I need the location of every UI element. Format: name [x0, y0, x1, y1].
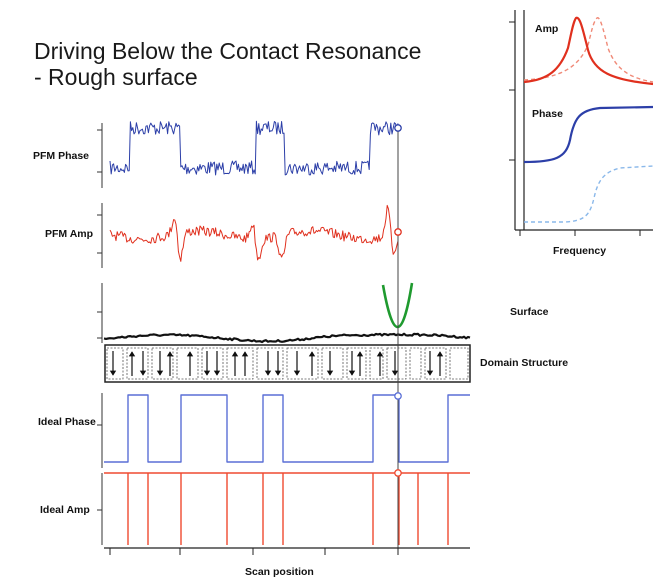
- title-line-1: Driving Below the Contact Resonance: [34, 38, 422, 64]
- inset-amp-contact-curve: [523, 16, 653, 86]
- inset-phase-contact-curve: [523, 105, 653, 164]
- domain-box-12: [409, 347, 422, 380]
- domain-box-11: [386, 347, 407, 380]
- domain-arrowhead-3: [156, 370, 164, 376]
- domain-arrowhead-4: [166, 351, 174, 357]
- domain-arrowhead-19: [426, 370, 434, 376]
- domain-box-2: [151, 347, 174, 380]
- domain-arrowhead-20: [436, 351, 444, 357]
- domain-arrowhead-15: [348, 370, 356, 376]
- domain-arrowhead-14: [326, 370, 334, 376]
- pfm-amp-label: PFM Amp: [45, 228, 94, 240]
- domain-arrowhead-5: [186, 351, 194, 357]
- domain-arrowhead-9: [241, 351, 249, 357]
- domain-box-8: [321, 347, 344, 380]
- domain-box-9: [346, 347, 367, 380]
- domain-arrowhead-13: [308, 351, 316, 357]
- ideal-phase-label: Ideal Phase: [38, 416, 96, 428]
- ideal-phase-trace: [104, 394, 470, 463]
- domain-arrowhead-11: [274, 370, 282, 376]
- domain-box-10: [369, 347, 384, 380]
- ideal-amp-label: Ideal Amp: [40, 504, 90, 516]
- domain-box-13: [424, 347, 447, 380]
- domain-box-5: [226, 347, 254, 380]
- pfm-phase-label: PFM Phase: [33, 150, 90, 162]
- surface-label: Surface: [510, 306, 549, 318]
- domain-arrowhead-6: [203, 370, 211, 376]
- scan-position-label: Scan position: [245, 566, 314, 578]
- domain-arrowhead-8: [231, 351, 239, 357]
- cursor-marker-1: [394, 228, 402, 236]
- cursor-marker-3: [394, 469, 402, 477]
- inset-amp-label: Amp: [535, 23, 559, 35]
- domain-arrowhead-0: [109, 370, 117, 376]
- domain-arrowhead-17: [376, 351, 384, 357]
- pfm-phase-trace: [109, 120, 399, 176]
- domain-arrowhead-18: [391, 370, 399, 376]
- domain-arrowhead-2: [139, 370, 147, 376]
- domain-structure-frame: [104, 344, 471, 383]
- domain-box-7: [286, 347, 319, 380]
- inset-amp-free-curve: [523, 17, 653, 83]
- domain-box-0: [106, 347, 124, 380]
- domain-arrowhead-12: [293, 370, 301, 376]
- domain-arrowhead-10: [264, 370, 272, 376]
- domain-arrowhead-1: [128, 351, 136, 357]
- cursor-marker-2: [394, 392, 402, 400]
- surface-trace: [103, 332, 471, 344]
- title-line-2: - Rough surface: [34, 64, 198, 90]
- domain-box-6: [256, 347, 284, 380]
- domain-box-3: [176, 347, 199, 380]
- cursor-marker-0: [394, 124, 402, 132]
- domain-arrowhead-7: [213, 370, 221, 376]
- domain-box-1: [126, 347, 149, 380]
- inset-phase-free-curve: [524, 165, 653, 223]
- domain-box-4: [201, 347, 224, 380]
- pfm-amp-trace: [109, 204, 399, 262]
- domain-box-14: [449, 347, 469, 380]
- domain-structure-label: Domain Structure: [480, 357, 569, 369]
- inset-phase-label: Phase: [532, 108, 563, 120]
- domain-arrowhead-16: [356, 351, 364, 357]
- inset-frequency-label: Frequency: [553, 245, 607, 257]
